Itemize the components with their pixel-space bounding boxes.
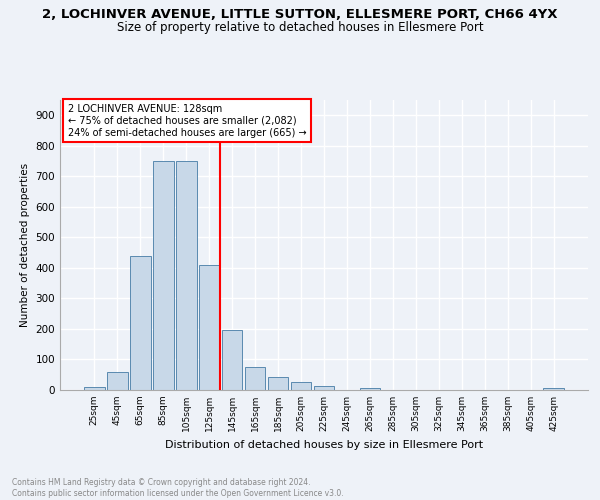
Bar [314, 386, 334, 390]
Bar [130, 256, 151, 390]
Bar [199, 265, 220, 390]
Bar [84, 387, 104, 390]
Text: 2 LOCHINVER AVENUE: 128sqm
← 75% of detached houses are smaller (2,082)
24% of s: 2 LOCHINVER AVENUE: 128sqm ← 75% of deta… [68, 104, 307, 138]
Text: 2, LOCHINVER AVENUE, LITTLE SUTTON, ELLESMERE PORT, CH66 4YX: 2, LOCHINVER AVENUE, LITTLE SUTTON, ELLE… [42, 8, 558, 20]
Bar [153, 161, 173, 390]
Bar [245, 367, 265, 390]
Text: Size of property relative to detached houses in Ellesmere Port: Size of property relative to detached ho… [116, 21, 484, 34]
Bar [222, 330, 242, 390]
Bar [290, 382, 311, 390]
Y-axis label: Number of detached properties: Number of detached properties [20, 163, 30, 327]
Bar [359, 388, 380, 390]
Bar [268, 377, 289, 390]
X-axis label: Distribution of detached houses by size in Ellesmere Port: Distribution of detached houses by size … [165, 440, 483, 450]
Text: Contains HM Land Registry data © Crown copyright and database right 2024.
Contai: Contains HM Land Registry data © Crown c… [12, 478, 344, 498]
Bar [107, 372, 128, 390]
Bar [176, 161, 197, 390]
Bar [544, 388, 564, 390]
